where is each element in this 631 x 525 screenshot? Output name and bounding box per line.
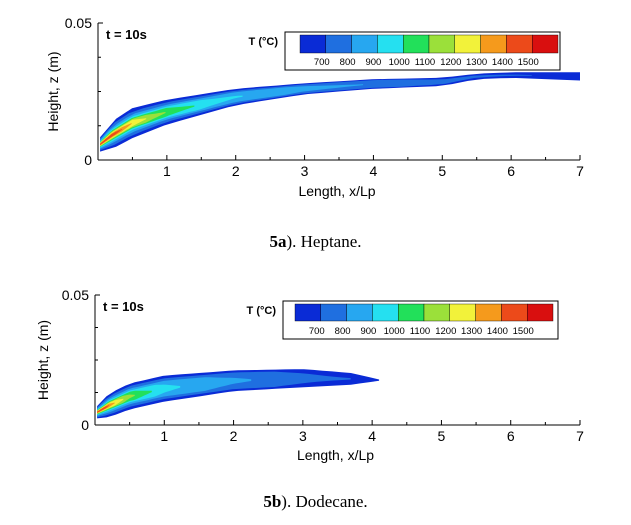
y-tick-label-b-0.05: 0.05 <box>62 287 89 303</box>
x-tick-label-b-4: 4 <box>368 428 376 444</box>
legend-level-b-1400: 1400 <box>487 326 508 337</box>
legend-level-a-1500: 1500 <box>518 57 539 68</box>
legend-level-b-1200: 1200 <box>435 326 456 337</box>
plume-band-b-3 <box>97 384 181 415</box>
legend-b: T (°C) 700 800 900 1000 1100 1200 1300 1400 1500 <box>247 300 559 340</box>
plume-band-a-5 <box>100 112 166 147</box>
x-tick-label-a-5: 5 <box>438 163 446 179</box>
caption-5b: 5b). Dodecane. <box>0 492 631 512</box>
x-tick-label-b-7: 7 <box>576 428 584 444</box>
legend-swatch-a-2 <box>351 34 378 54</box>
legend-swatch-a-4 <box>403 34 430 54</box>
caption-5a-text: ). Heptane. <box>286 232 362 251</box>
legend-swatch-a-7 <box>480 34 507 54</box>
caption-5a-number: 5a <box>269 232 287 251</box>
plume-band-b-2 <box>97 377 252 416</box>
time-label-b: t = 10s <box>103 299 144 314</box>
plume-band-a-0 <box>100 72 580 152</box>
y-tick-label-a-0: 0 <box>84 152 92 168</box>
legend-level-a-800: 800 <box>340 57 356 68</box>
legend-title-b: T (°C) <box>247 305 277 317</box>
legend-a: T (°C) 700 800 900 1000 1100 1200 1300 1400 1500 <box>249 31 561 71</box>
legend-swatch-b-5 <box>423 303 450 322</box>
legend-level-a-1300: 1300 <box>466 57 487 68</box>
legend-swatch-a-1 <box>325 34 352 54</box>
legend-level-b-1100: 1100 <box>410 326 430 337</box>
plume-band-a-6 <box>100 118 147 146</box>
time-label-a: t = 10s <box>106 27 147 42</box>
legend-level-a-700: 700 <box>314 57 330 68</box>
chart-b: 1 2 3 4 5 6 7 0 0.05 Length, x/Lp Height, z (m) t =… <box>35 287 584 463</box>
legend-swatch-b-4 <box>398 303 425 322</box>
legend-level-b-1000: 1000 <box>384 326 405 337</box>
legend-level-a-1400: 1400 <box>492 57 513 68</box>
legend-level-b-900: 900 <box>360 326 376 337</box>
legend-swatch-a-6 <box>454 34 481 54</box>
x-tick-label-a-2: 2 <box>232 163 240 179</box>
legend-swatch-a-9 <box>532 34 559 54</box>
plume-band-b-4 <box>97 390 152 415</box>
legend-level-a-1100: 1100 <box>415 57 435 68</box>
x-tick-label-a-4: 4 <box>370 163 378 179</box>
legend-level-a-1200: 1200 <box>440 57 461 68</box>
legend-swatch-a-8 <box>506 34 533 54</box>
legend-level-b-800: 800 <box>335 326 351 337</box>
legend-swatch-b-6 <box>449 303 476 322</box>
x-tick-label-a-7: 7 <box>576 163 584 179</box>
x-tick-label-a-3: 3 <box>301 163 309 179</box>
x-tick-label-a-1: 1 <box>163 163 171 179</box>
x-tick-label-b-5: 5 <box>438 428 446 444</box>
y-axis-label-b: Height, z (m) <box>35 320 51 400</box>
legend-swatch-b-3 <box>372 303 399 322</box>
x-tick-label-b-1: 1 <box>160 428 168 444</box>
legend-level-b-700: 700 <box>309 326 325 337</box>
legend-swatch-b-9 <box>527 303 554 322</box>
x-axis-label-b: Length, x/Lp <box>297 447 374 463</box>
x-tick-label-b-3: 3 <box>299 428 307 444</box>
legend-level-a-1000: 1000 <box>389 57 410 68</box>
legend-swatch-b-7 <box>475 303 502 322</box>
y-axis-label-a: Height, z (m) <box>45 51 61 131</box>
legend-level-b-1300: 1300 <box>461 326 482 337</box>
y-tick-label-b-0: 0 <box>81 417 89 433</box>
legend-swatch-a-0 <box>299 34 326 54</box>
legend-swatch-b-1 <box>320 303 347 322</box>
chart-a: 1 2 3 4 5 6 7 0 0.05 Length, x/Lp Height, z (m) t =… <box>45 15 584 199</box>
x-axis-label-a: Length, x/Lp <box>298 183 375 199</box>
caption-5b-text: ). Dodecane. <box>281 492 368 511</box>
plume-band-a-8 <box>100 129 123 146</box>
plume-band-a-7 <box>100 123 132 146</box>
legend-level-b-1500: 1500 <box>513 326 534 337</box>
legend-title-a: T (°C) <box>249 36 279 48</box>
x-tick-label-b-6: 6 <box>507 428 515 444</box>
legend-swatch-a-5 <box>428 34 455 54</box>
x-tick-label-b-2: 2 <box>230 428 238 444</box>
caption-5a: 5a). Heptane. <box>0 232 631 252</box>
legend-level-a-900: 900 <box>365 57 381 68</box>
legend-swatch-b-0 <box>294 303 321 322</box>
legend-swatch-b-2 <box>346 303 373 322</box>
plume-band-a-4 <box>100 105 195 147</box>
y-tick-label-a-0.05: 0.05 <box>65 15 92 31</box>
plume-band-b-8 <box>97 405 110 413</box>
legend-swatch-b-8 <box>501 303 528 322</box>
x-tick-label-a-6: 6 <box>507 163 515 179</box>
caption-5b-number: 5b <box>263 492 282 511</box>
legend-swatch-a-3 <box>377 34 404 54</box>
